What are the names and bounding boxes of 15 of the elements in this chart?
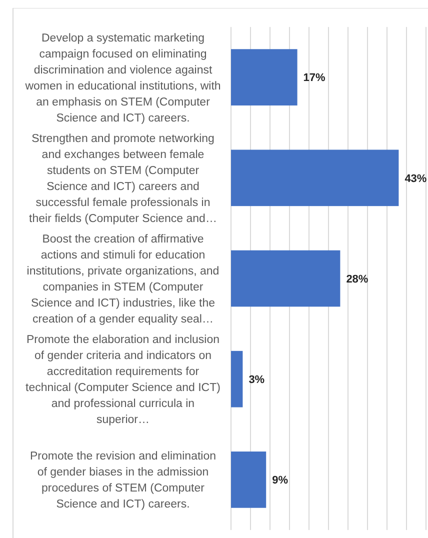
bar [231,49,298,106]
bar [231,250,340,307]
data-label: 43% [404,172,427,185]
data-label: 28% [346,273,368,286]
bar [231,150,399,206]
data-label: 9% [272,474,288,487]
y-tick-label: Develop a systematic marketing campaign focused on eliminating discrimination and violence against women in educational institutions, with an emphasis on STEM (Computer Science and ICT) careers. [24,32,221,124]
y-tick-label: Strengthen and promote networking and exchanges between female students on STEM (Computer Science and ICT) careers and successful female professionals in their fields (Computer Science and… [29,132,217,225]
data-label: 3% [248,374,265,386]
bar [231,350,243,408]
y-tick-label: Promote the revision and elimination of gender biases in the admission procedures of STEM (Computer Science and ICT) careers. [30,450,216,511]
bar [231,452,266,508]
y-tick-label: Promote the elaboration and inclusion of gender criteria and indicators on accreditation requirements for technical (Computer Science and ICT) and professional curricula in superior… [26,334,221,426]
y-tick-label: Boost the creation of affirmative actions and stimuli for education institutions, private organizations, and companies in STEM (Computer Science and ICT) industries, like the creation of a gender equality seal… [26,234,220,326]
data-label: 17% [303,72,326,84]
